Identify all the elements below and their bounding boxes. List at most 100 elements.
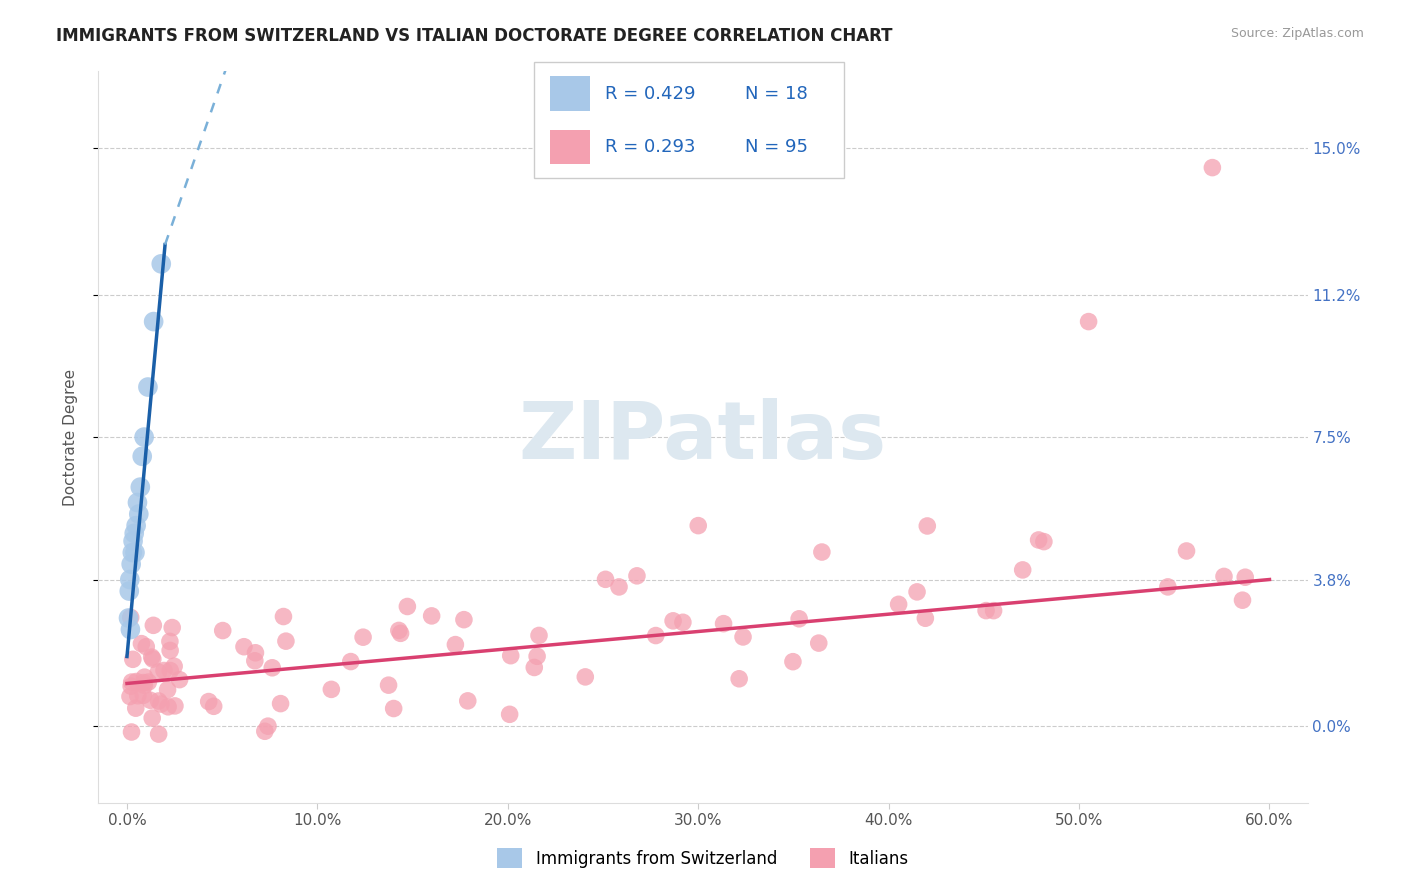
Point: [1175, 544, 1198, 558]
Point: [142, 618, 165, 632]
Point: [607, 580, 630, 594]
Point: [127, 495, 149, 509]
Point: [270, 697, 292, 711]
Point: [527, 628, 550, 642]
Point: [245, 646, 267, 660]
Point: [688, 518, 710, 533]
FancyBboxPatch shape: [534, 62, 844, 178]
Point: [389, 626, 412, 640]
Point: [983, 604, 1005, 618]
Point: [122, 526, 145, 541]
Point: [1234, 570, 1257, 584]
Point: [148, 694, 170, 708]
Point: [233, 640, 256, 654]
Point: [453, 613, 475, 627]
Point: [124, 545, 146, 559]
Point: [274, 634, 297, 648]
Point: [117, 611, 139, 625]
Point: [142, 315, 165, 329]
Point: [125, 701, 148, 715]
Point: [197, 694, 219, 708]
Point: [163, 659, 186, 673]
Point: [1213, 569, 1236, 583]
Point: [273, 609, 295, 624]
Point: [148, 727, 170, 741]
Text: IMMIGRANTS FROM SWITZERLAND VS ITALIAN DOCTORATE DEGREE CORRELATION CHART: IMMIGRANTS FROM SWITZERLAND VS ITALIAN D…: [56, 27, 893, 45]
Point: [887, 598, 910, 612]
Text: ZIPatlas: ZIPatlas: [519, 398, 887, 476]
Point: [118, 573, 141, 587]
Point: [526, 649, 548, 664]
Point: [1032, 534, 1054, 549]
Point: [388, 624, 411, 638]
Point: [141, 711, 163, 725]
Point: [118, 690, 141, 704]
Point: [148, 665, 170, 679]
Point: [523, 660, 546, 674]
Point: [787, 612, 810, 626]
Point: [1157, 580, 1180, 594]
Point: [382, 701, 405, 715]
Point: [159, 664, 181, 678]
Point: [160, 621, 183, 635]
Text: R = 0.293: R = 0.293: [606, 138, 696, 156]
Point: [914, 611, 936, 625]
Point: [157, 699, 180, 714]
Point: [141, 650, 163, 665]
Point: [139, 693, 162, 707]
Point: [499, 648, 522, 663]
Point: [731, 630, 754, 644]
Point: [127, 689, 149, 703]
Point: [129, 480, 152, 494]
Point: [662, 614, 685, 628]
Point: [131, 450, 153, 464]
Point: [644, 628, 666, 642]
Point: [131, 637, 153, 651]
Point: [1201, 161, 1223, 175]
Point: [159, 643, 181, 657]
Point: [262, 661, 284, 675]
Point: [339, 655, 361, 669]
Point: [132, 689, 155, 703]
Point: [1232, 593, 1254, 607]
Point: [321, 682, 343, 697]
Point: [159, 634, 181, 648]
Point: [120, 679, 142, 693]
Point: [807, 636, 830, 650]
Point: [1028, 533, 1050, 547]
Text: R = 0.429: R = 0.429: [606, 85, 696, 103]
Point: [917, 519, 939, 533]
Point: [811, 545, 834, 559]
Point: [974, 604, 997, 618]
Point: [125, 518, 148, 533]
Point: [595, 572, 617, 586]
Bar: [550, 129, 591, 164]
Point: [420, 608, 443, 623]
Point: [574, 670, 596, 684]
Point: [352, 630, 374, 644]
Point: [122, 534, 145, 549]
Point: [169, 673, 191, 687]
Point: [150, 257, 173, 271]
Point: [142, 652, 165, 666]
Text: N = 18: N = 18: [745, 85, 807, 103]
Point: [1011, 563, 1033, 577]
Bar: [550, 77, 591, 112]
Point: [134, 678, 156, 692]
Point: [121, 675, 143, 690]
Point: [257, 719, 280, 733]
Point: [211, 624, 233, 638]
Point: [156, 682, 179, 697]
Point: [163, 698, 186, 713]
Point: [134, 670, 156, 684]
Point: [1077, 315, 1099, 329]
Point: [120, 623, 142, 637]
Point: [121, 545, 143, 559]
Point: [202, 699, 225, 714]
Point: [782, 655, 804, 669]
Point: [905, 585, 928, 599]
Point: [498, 707, 520, 722]
Point: [672, 615, 695, 630]
Text: Source: ZipAtlas.com: Source: ZipAtlas.com: [1230, 27, 1364, 40]
Point: [120, 610, 142, 624]
